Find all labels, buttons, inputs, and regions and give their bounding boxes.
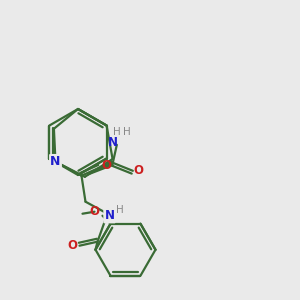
Text: O: O <box>101 159 112 172</box>
Text: N: N <box>108 136 118 149</box>
Text: O: O <box>68 239 77 252</box>
Polygon shape <box>85 160 114 177</box>
Text: H: H <box>113 127 121 137</box>
Text: N: N <box>104 209 115 222</box>
Text: O: O <box>89 205 100 218</box>
Text: O: O <box>134 164 144 177</box>
Text: N: N <box>50 155 61 168</box>
Text: H: H <box>123 127 131 137</box>
Text: H: H <box>116 205 123 215</box>
